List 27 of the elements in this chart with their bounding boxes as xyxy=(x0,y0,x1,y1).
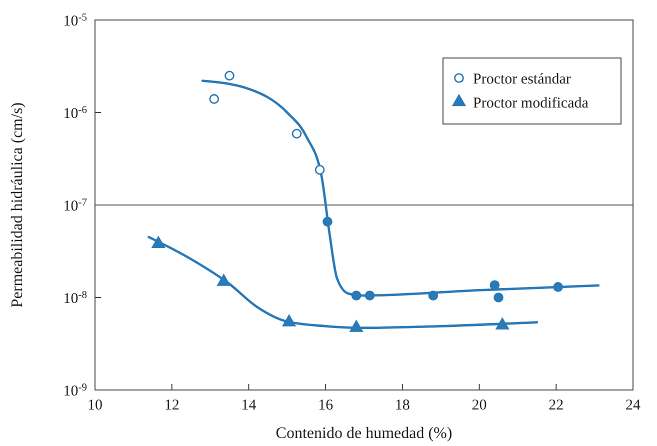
x-axis-title: Contenido de humedad (%) xyxy=(276,425,452,442)
x-tick-label: 14 xyxy=(241,398,257,414)
point xyxy=(428,290,438,300)
point xyxy=(351,290,362,300)
point xyxy=(553,282,563,292)
legend-label: Proctor modificada xyxy=(473,95,589,112)
point xyxy=(209,94,220,104)
point xyxy=(364,290,375,300)
y-axis-title: Permeabilidad hidráulica (cm/s) xyxy=(9,102,26,308)
x-tick-label: 10 xyxy=(88,398,102,414)
x-tick-label: 20 xyxy=(472,398,487,414)
point xyxy=(314,164,325,175)
x-tick-label: 16 xyxy=(318,398,334,414)
y-tick-label: 10$^{-8}$ xyxy=(63,289,87,307)
legend-label: Proctor estándar xyxy=(473,71,571,88)
point xyxy=(224,70,234,81)
x-tick-label: 18 xyxy=(394,398,410,414)
point xyxy=(494,292,504,302)
y-tick-label: 10$^{-9}$ xyxy=(63,382,87,400)
x-tick-label: 22 xyxy=(548,398,564,414)
y-tick-label: 10$^{-6}$ xyxy=(63,104,87,122)
x-tick-label: 24 xyxy=(626,398,641,414)
point xyxy=(292,128,302,139)
y-tick-label: 10$^{-7}$ xyxy=(63,196,87,214)
y-tick-label: 10$^{-5}$ xyxy=(63,12,87,30)
x-tick-label: 12 xyxy=(164,398,180,414)
point xyxy=(322,216,332,227)
